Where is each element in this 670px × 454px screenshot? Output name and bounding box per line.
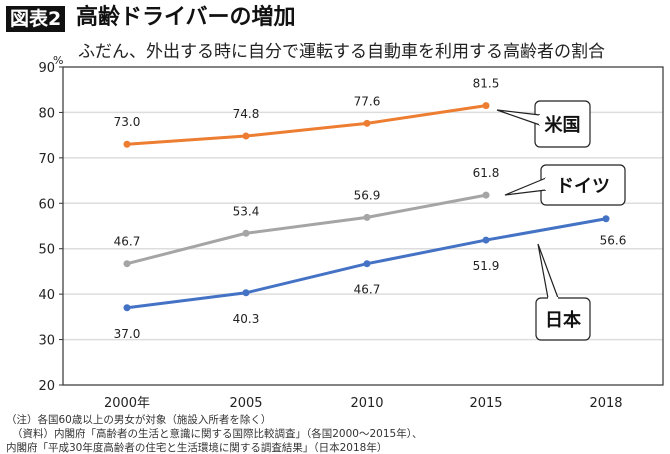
legend-label: 米国 xyxy=(545,114,581,136)
data-label: 46.7 xyxy=(114,235,141,249)
x-tick-label: 2018 xyxy=(589,396,622,411)
callout-box xyxy=(534,100,591,148)
data-label: 74.8 xyxy=(233,107,260,121)
x-tick-label: 2005 xyxy=(229,396,262,411)
data-point xyxy=(602,215,610,223)
y-tick-label: 30 xyxy=(38,334,55,349)
data-point xyxy=(242,132,250,140)
y-unit: % xyxy=(53,54,63,67)
series-line xyxy=(126,193,487,266)
data-point xyxy=(363,260,371,268)
data-label: 77.6 xyxy=(354,94,381,108)
note-2: （資料）内閣府「高齢者の生活と意識に関する国際比較調査」（各国2000〜2015… xyxy=(12,428,423,440)
y-tick-label: 90 xyxy=(38,61,55,76)
data-point xyxy=(363,119,371,127)
note-3: 内閣府「平成30年度高齢者の住宅と生活環境に関する調査結果」（日本2018年） xyxy=(6,442,388,454)
y-tick-label: 50 xyxy=(38,243,55,258)
note-1: （注）各国60歳以上の男女が対象（施設入所者を除く） xyxy=(6,414,272,426)
legend-label: ドイツ xyxy=(556,176,610,197)
callout-box xyxy=(535,297,591,341)
data-point xyxy=(482,236,490,244)
data-label: 53.4 xyxy=(233,204,260,218)
data-label: 46.7 xyxy=(354,283,381,297)
data-point xyxy=(242,289,250,297)
callout-pointer xyxy=(537,243,559,299)
x-tick-label: 2015 xyxy=(469,396,502,411)
plot-frame xyxy=(62,66,664,386)
data-label: 81.5 xyxy=(473,77,500,91)
data-label: 37.0 xyxy=(114,327,141,341)
data-point xyxy=(482,102,490,110)
chart-subtitle: ふだん、外出する時に自分で運転する自動車を利用する高齢者の割合 xyxy=(78,42,605,62)
figure-label: 図表2 xyxy=(6,6,66,32)
data-label: 40.3 xyxy=(233,312,260,326)
data-label: 51.9 xyxy=(473,259,500,273)
y-tick-label: 70 xyxy=(38,152,55,167)
data-label: 73.0 xyxy=(114,115,141,129)
chart-title: 高齢ドライバーの増加 xyxy=(76,5,296,30)
x-tick-label: 2010 xyxy=(350,396,383,411)
callout-pointer xyxy=(504,177,547,196)
y-tick-label: 20 xyxy=(38,379,55,394)
callout-pointer xyxy=(496,109,541,126)
data-label: 56.6 xyxy=(600,234,627,248)
data-point xyxy=(123,140,131,148)
data-point xyxy=(482,191,490,199)
data-point xyxy=(363,213,371,221)
data-point xyxy=(242,229,250,237)
data-label: 56.9 xyxy=(354,188,381,202)
legend-label: 日本 xyxy=(545,309,581,331)
y-tick-label: 40 xyxy=(38,288,55,303)
data-point xyxy=(123,260,131,268)
data-label: 61.8 xyxy=(473,166,500,180)
x-tick-label: 2000年 xyxy=(104,396,150,411)
series-line xyxy=(126,104,487,146)
y-tick-label: 60 xyxy=(38,197,55,212)
y-tick-label: 80 xyxy=(38,106,55,121)
data-point xyxy=(123,304,131,312)
